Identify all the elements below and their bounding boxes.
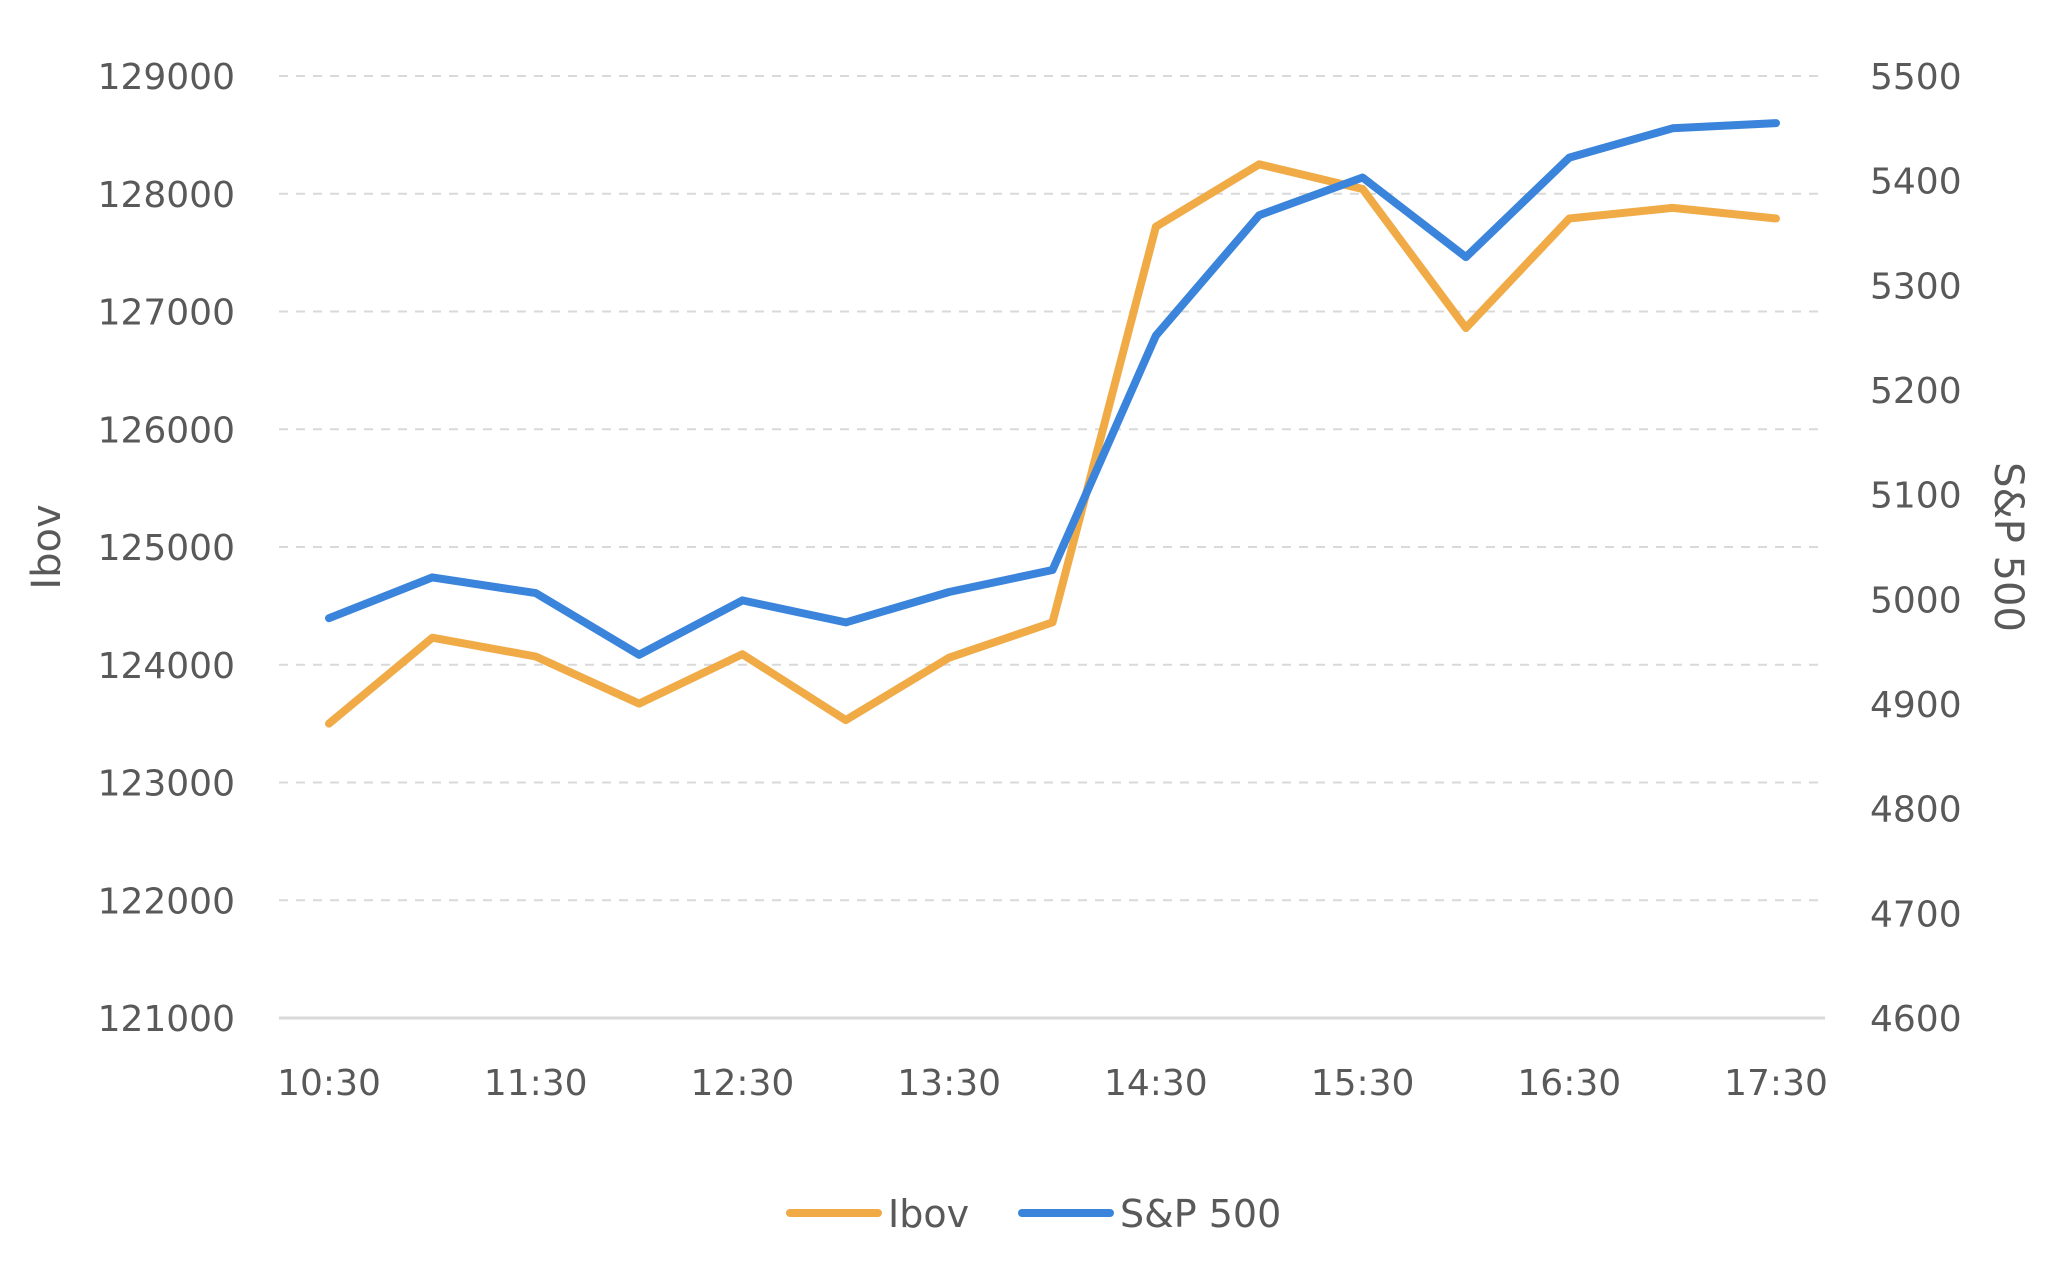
y-tick-label-right: 5100 (1870, 476, 1962, 517)
y-tick-label-right: 5300 (1870, 266, 1962, 307)
y-tick-label-left: 125000 (98, 528, 235, 569)
legend: Ibov S&P 500 (786, 1192, 1281, 1236)
y-tick-label-right: 4600 (1870, 999, 1962, 1040)
y-tick-label-left: 126000 (98, 410, 235, 451)
series-lines (325, 119, 1780, 728)
y-tick-label-left: 121000 (98, 999, 235, 1040)
gridlines (279, 75, 1825, 1020)
y-tick-label-right: 4800 (1870, 790, 1962, 831)
y-tick-label-right: 5200 (1870, 371, 1962, 412)
y-tick-label-right: 4700 (1870, 894, 1962, 935)
y-tick-label-left: 123000 (98, 764, 235, 805)
series-line-sp500 (325, 119, 1780, 659)
y-axis-title-right: S&P 500 (1985, 462, 2031, 632)
x-tick-label: 12:30 (691, 1063, 795, 1104)
x-tick-label: 14:30 (1104, 1063, 1208, 1104)
x-tick-label: 13:30 (897, 1063, 1001, 1104)
y-tick-label-left: 122000 (98, 881, 235, 922)
x-tick-label: 11:30 (484, 1063, 588, 1104)
x-tick-label: 17:30 (1724, 1063, 1828, 1104)
y-tick-label-right: 5400 (1870, 162, 1962, 203)
y-tick-label-right: 5500 (1870, 57, 1962, 98)
x-tick-label: 10:30 (277, 1063, 381, 1104)
y-axis-title-left: Ibov (24, 504, 70, 589)
legend-label: S&P 500 (1120, 1192, 1281, 1236)
y-tick-label-left: 129000 (98, 57, 235, 98)
legend-label: Ibov (888, 1192, 969, 1236)
series-line-ibov (325, 160, 1780, 728)
y-tick-label-right: 5000 (1870, 580, 1962, 621)
x-tick-label: 15:30 (1311, 1063, 1415, 1104)
y-tick-label-left: 124000 (98, 646, 235, 687)
y-tick-label-right: 4900 (1870, 685, 1962, 726)
x-tick-label: 16:30 (1517, 1063, 1621, 1104)
y-tick-label-left: 128000 (98, 175, 235, 216)
axes: 121000 122000 123000 124000 125000 126000 1270… (98, 57, 1962, 1104)
y-tick-label-left: 127000 (98, 293, 235, 334)
